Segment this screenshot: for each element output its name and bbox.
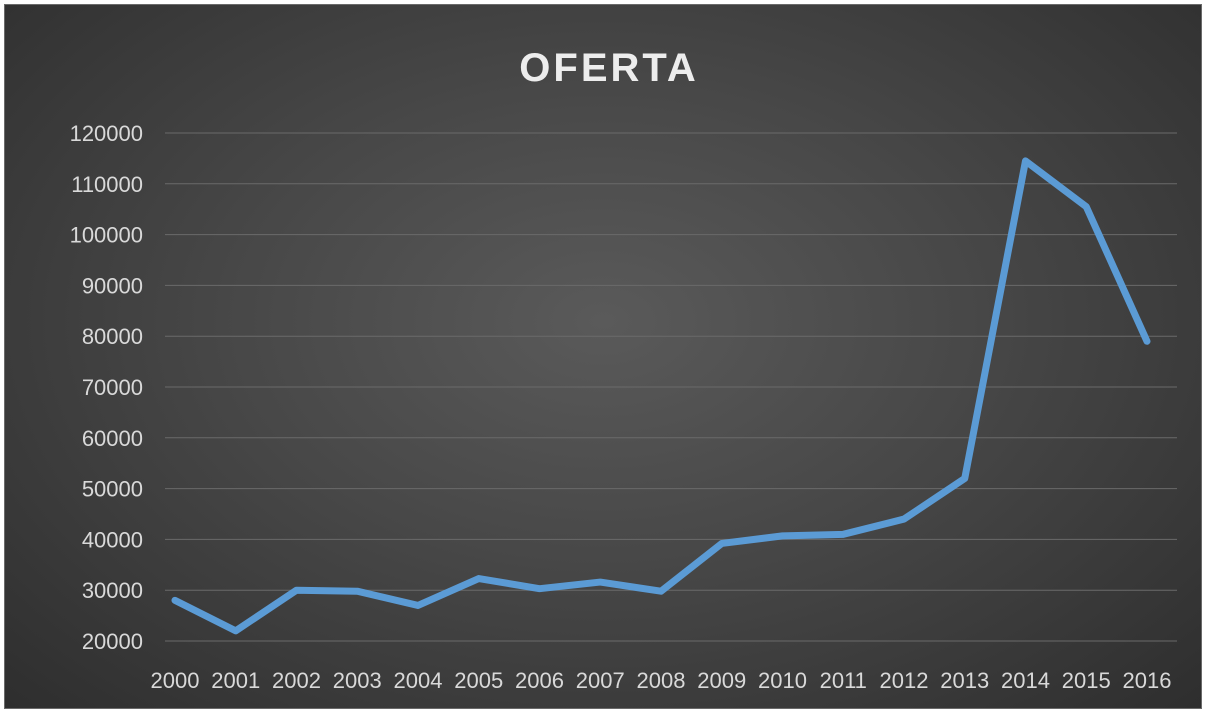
chart-area: OFERTA 20000 30000 40000 50000 60000 70000 800… <box>4 4 1202 709</box>
series-lines <box>171 157 1151 635</box>
y-axis-tick-labels: 20000 30000 40000 50000 60000 70000 80000 90000… <box>70 121 143 654</box>
x-axis-tick-labels: 2000 2001 2002 2003 2004 2005 2006 2007 2008 2009… <box>151 668 1172 693</box>
y-tick-label: 70000 <box>82 375 143 400</box>
y-tick-label: 60000 <box>82 426 143 451</box>
x-tick-label: 2013 <box>940 668 989 693</box>
x-tick-label: 2009 <box>697 668 746 693</box>
x-tick-label: 2001 <box>211 668 260 693</box>
line-chart: OFERTA 20000 30000 40000 50000 60000 70000 800… <box>70 46 1177 693</box>
gridlines <box>165 132 1177 642</box>
x-tick-label: 2011 <box>820 668 867 693</box>
y-tick-label: 110000 <box>71 172 143 197</box>
y-tick-label: 100000 <box>70 223 143 248</box>
x-tick-label: 2012 <box>880 668 929 693</box>
x-tick-label: 2005 <box>454 668 503 693</box>
x-tick-label: 2008 <box>637 668 686 693</box>
x-tick-label: 2003 <box>333 668 382 693</box>
y-tick-label: 40000 <box>82 527 143 552</box>
chart-title: OFERTA <box>519 46 698 90</box>
y-tick-label: 50000 <box>82 477 143 502</box>
series-line <box>171 157 1151 635</box>
x-tick-label: 2004 <box>394 668 443 693</box>
y-tick-label: 120000 <box>70 121 143 146</box>
x-tick-label: 2015 <box>1062 668 1111 693</box>
x-tick-label: 2014 <box>1001 668 1050 693</box>
x-tick-label: 2006 <box>515 668 564 693</box>
x-tick-label: 2000 <box>151 668 200 693</box>
x-tick-label: 2002 <box>272 668 321 693</box>
y-tick-label: 90000 <box>82 273 143 298</box>
y-tick-label: 20000 <box>82 629 143 654</box>
y-tick-label: 30000 <box>82 578 143 603</box>
x-tick-label: 2010 <box>758 668 807 693</box>
x-tick-label: 2016 <box>1123 668 1172 693</box>
x-tick-label: 2007 <box>576 668 625 693</box>
y-tick-label: 80000 <box>82 324 143 349</box>
